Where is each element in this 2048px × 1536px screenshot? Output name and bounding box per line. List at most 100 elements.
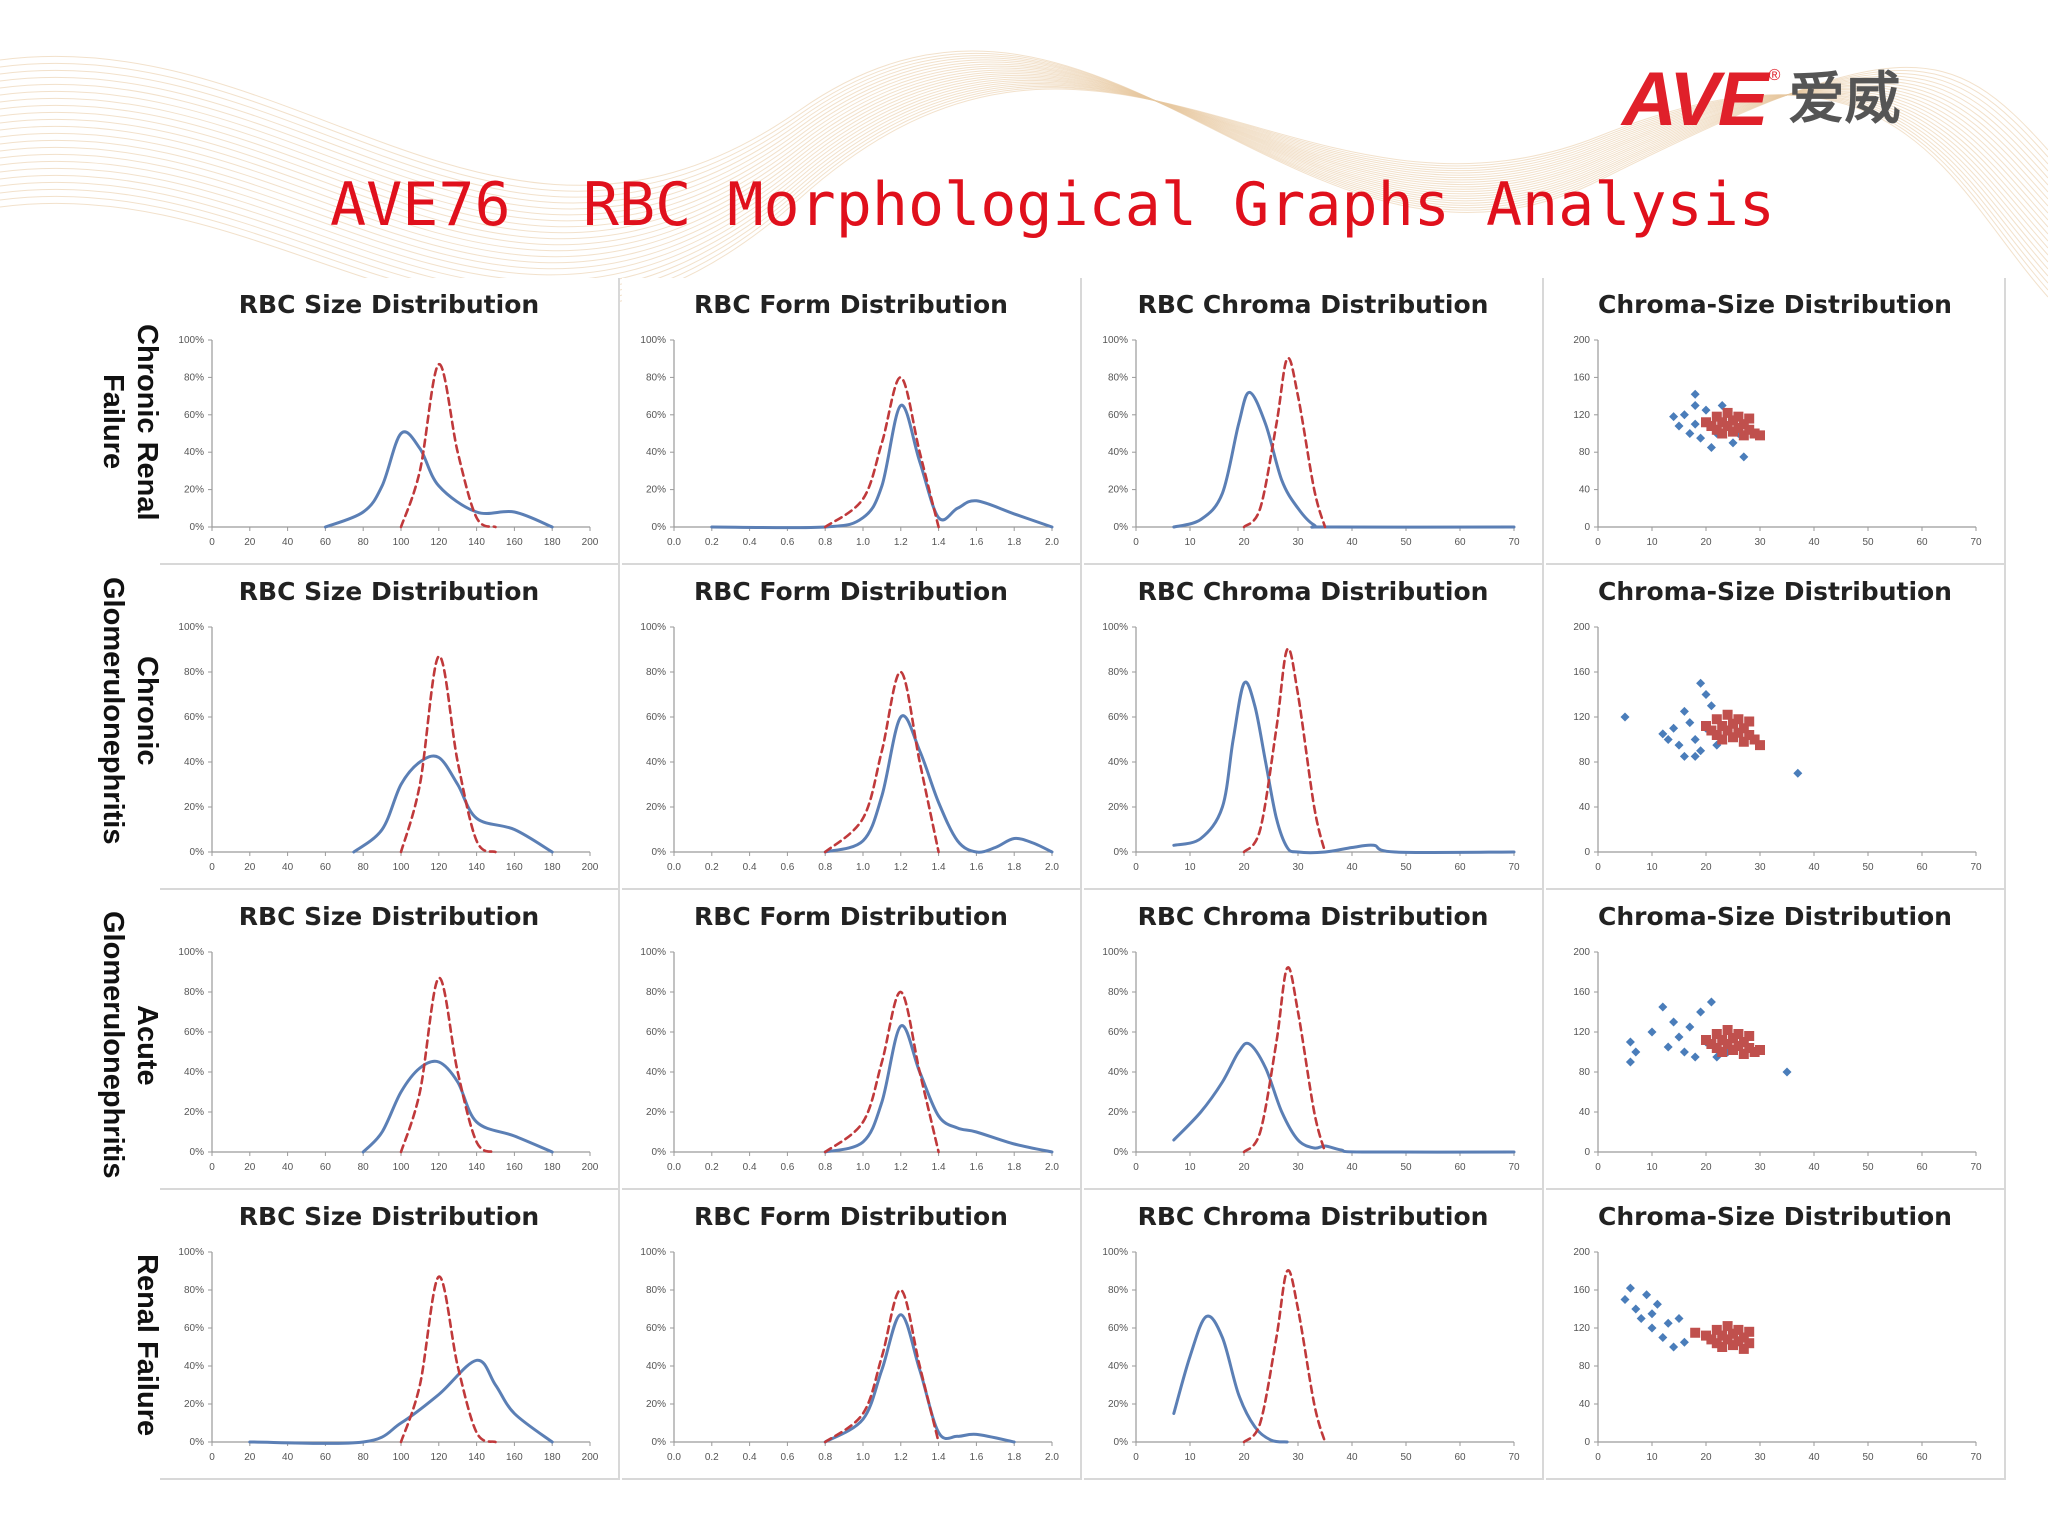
scatter-point-reference [1733,727,1744,738]
wave-line [0,69,2048,240]
y-tick-label: 40% [1108,1067,1128,1078]
x-tick-label: 60 [320,862,332,873]
x-tick-label: 20 [1238,1452,1250,1463]
scatter-point-sample [1679,1337,1689,1347]
x-tick-label: 60 [1916,1452,1928,1463]
y-tick-label: 0% [190,1147,205,1158]
x-tick-label: 10 [1184,1452,1196,1463]
x-tick-label: 160 [506,1162,523,1173]
scatter-point-reference [1738,1343,1749,1354]
y-tick-label: 0% [652,1147,667,1158]
scatter-point-sample [1663,1318,1673,1328]
wave-line [0,71,2048,246]
x-tick-label: 1.2 [894,1162,908,1173]
sample-distribution-line [361,1059,554,1154]
chart-title: Chroma-Size Distribution [1598,577,1952,606]
x-tick-label: 0.2 [705,1162,719,1173]
y-tick-label: 0% [1114,1147,1129,1158]
x-tick-label: 100 [393,1452,410,1463]
chart-plot: 0 10 20 30 40 50 60 70 0 40 80 120 160 200 [1573,947,1982,1173]
scatter-point-sample [1663,735,1673,744]
reference-distribution-line [1242,966,1327,1154]
scatter-point-sample [1706,701,1716,711]
sample-distribution-line [248,1358,554,1445]
chart-panel: Chroma-Size Distribution 0 10 20 30 40 50 60 70 0… [1546,890,2006,1190]
reference-distribution-line [1242,1269,1327,1444]
sample-distribution-line [1172,680,1516,855]
x-tick-label: 1.6 [969,862,983,873]
y-tick-label: 40% [646,1361,666,1372]
chart-title: RBC Size Distribution [238,577,540,606]
scatter-point-reference [1744,1326,1755,1337]
scatter-point-reference [1744,413,1755,424]
scatter-point-reference [1722,1321,1733,1332]
scatter-point-reference [1744,424,1755,435]
x-tick-label: 30 [1754,1162,1766,1173]
logo-registered-mark: ® [1768,67,1781,84]
reference-distribution-line [823,376,940,529]
scatter-point-reference [1711,411,1722,422]
y-tick-label: 60% [646,1027,666,1038]
x-tick-label: 120 [430,537,447,548]
scatter-point-sample [1652,1299,1662,1309]
y-tick-label: 40% [646,757,666,768]
y-tick-label: 80 [1579,757,1591,768]
scatter-point-sample [1647,1027,1657,1037]
x-tick-label: 80 [358,1452,370,1463]
x-tick-label: 40 [282,537,294,548]
scatter-point-sample [1625,1037,1635,1047]
scatter-point-sample [1679,751,1689,761]
scatter-point-sample [1636,1314,1646,1323]
x-tick-label: 140 [468,537,485,548]
y-tick-label: 0 [1584,1437,1590,1448]
scatter-point-sample [1631,1304,1641,1314]
y-tick-label: 80% [184,987,204,998]
chart-panel: Chroma-Size Distribution 0 10 20 30 40 50 60 70 0… [1546,278,2006,565]
reference-distribution-line [823,670,940,854]
scatter-point-sample [1717,400,1727,410]
x-tick-label: 50 [1862,1162,1874,1173]
sample-distribution-line [823,1024,1054,1154]
x-tick-label: 1.8 [1007,1452,1021,1463]
x-tick-label: 60 [1916,1162,1928,1173]
chart-plot: 0 20 40 60 80 100 120 140 160 180 200 0% 20% 40% 60% 80… [178,947,598,1173]
scatter-point-sample [1674,740,1684,750]
y-tick-label: 0 [1584,522,1590,533]
y-tick-label: 200 [1573,947,1590,958]
wave-line [0,50,2048,213]
x-tick-label: 10 [1646,862,1658,873]
x-tick-label: 0 [209,1452,215,1463]
y-tick-label: 0% [1114,522,1129,533]
scatter-point-sample [1793,768,1803,778]
y-tick-label: 100% [178,947,204,958]
scatter-point-reference [1706,421,1717,432]
x-tick-label: 20 [244,1162,256,1173]
reference-distribution-line [1242,647,1327,854]
y-tick-label: 120 [1573,712,1590,723]
sample-distribution-line [1172,1314,1289,1444]
scatter-point-reference [1717,1342,1728,1352]
x-tick-label: 2.0 [1045,1162,1059,1173]
chart-title: RBC Size Distribution [238,902,540,931]
x-tick-label: 50 [1862,537,1874,548]
y-tick-label: 100% [640,947,666,958]
scatter-point-sample [1625,1283,1635,1293]
x-tick-label: 1.6 [969,1452,983,1463]
x-tick-label: 180 [544,1452,561,1463]
y-tick-label: 0% [652,1437,667,1448]
x-tick-label: 120 [430,862,447,873]
scatter-point-sample [1696,678,1706,688]
chart-plot: 0.0 0.2 0.4 0.6 0.8 1.0 1.2 1.4 1.6 1.8 2.0 0% 20% 40… [640,947,1059,1173]
x-tick-label: 60 [1916,862,1928,873]
chart-title: RBC Form Distribution [694,577,1008,606]
scatter-point-reference [1701,1330,1711,1341]
scatter-point-reference [1733,422,1744,433]
x-tick-label: 70 [1508,862,1520,873]
chart-title: RBC Form Distribution [694,290,1008,319]
x-tick-label: 200 [582,862,599,873]
chart-title: Chroma-Size Distribution [1598,902,1952,931]
y-tick-label: 0% [190,1437,205,1448]
scatter-point-reference [1717,428,1728,439]
chart-title: RBC Size Distribution [238,290,540,319]
x-tick-label: 180 [544,862,561,873]
